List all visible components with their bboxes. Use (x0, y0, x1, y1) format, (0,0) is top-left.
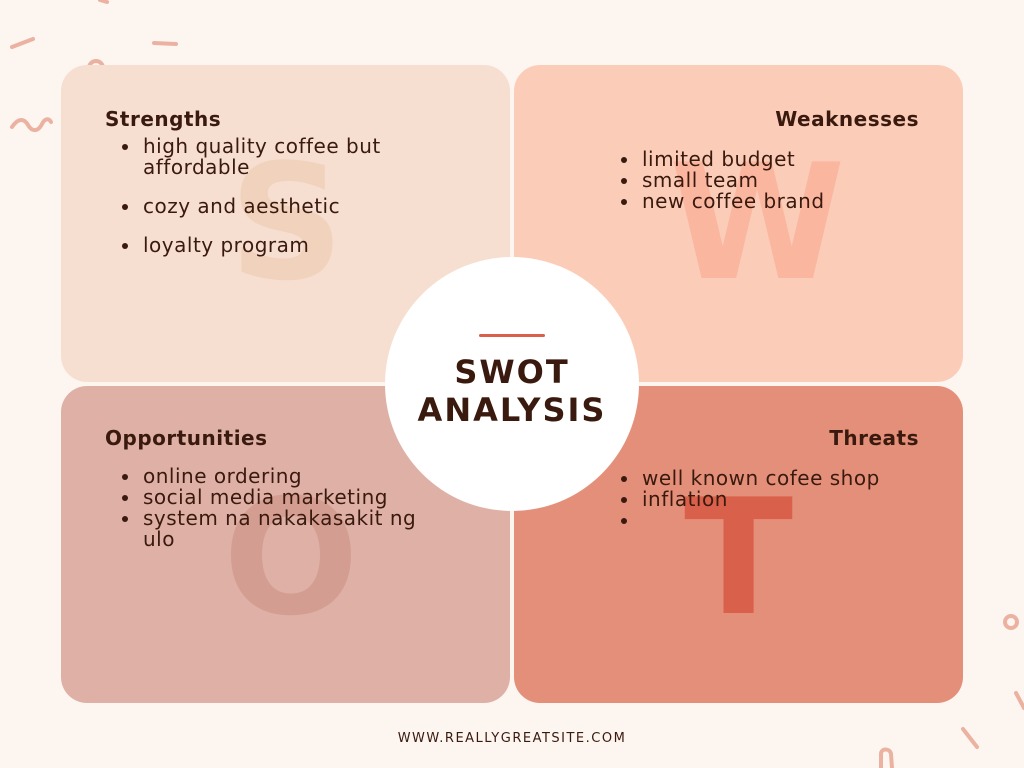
strengths-item: high quality coffee but affordable (141, 136, 441, 178)
deco-dash (10, 37, 35, 49)
accent-bar (479, 334, 545, 337)
weaknesses-item: small team (640, 170, 960, 191)
strengths-item: loyalty program (141, 235, 441, 256)
opportunities-item: online ordering (141, 466, 441, 487)
strengths-item: cozy and aesthetic (141, 196, 441, 217)
opportunities-list: online ordering social media marketing s… (121, 466, 441, 550)
threats-list: well known cofee shop inflation (620, 468, 960, 531)
threats-letter: T (684, 464, 794, 651)
strengths-list: high quality coffee but affordable cozy … (121, 136, 441, 274)
opportunities-heading: Opportunities (105, 426, 268, 450)
strengths-letter: S (229, 129, 345, 316)
opportunities-item: social media marketing (141, 487, 441, 508)
deco-ring (1003, 614, 1019, 630)
deco-dash (152, 41, 178, 46)
page-title-line1: SWOT (454, 353, 570, 391)
threats-item: well known cofee shop (640, 468, 960, 489)
weaknesses-list: limited budget small team new coffee bra… (620, 149, 960, 212)
footer-url: WWW.REALLYGREATSITE.COM (397, 731, 627, 746)
weaknesses-letter: W (669, 129, 846, 316)
deco-wave (10, 117, 53, 133)
weaknesses-heading: Weaknesses (775, 107, 919, 131)
page-title-line2: ANALYSIS (417, 391, 607, 429)
strengths-heading: Strengths (105, 107, 222, 131)
threats-item: inflation (640, 489, 960, 510)
page-title: SWOT ANALYSIS (385, 353, 639, 429)
weaknesses-item: limited budget (640, 149, 960, 170)
opportunities-letter: O (223, 464, 360, 651)
threats-heading: Threats (829, 426, 919, 450)
opportunities-item: system na nakakasakit ng ulo (141, 508, 441, 550)
weaknesses-item: new coffee brand (640, 191, 960, 212)
deco-arc (879, 747, 894, 768)
deco-dash (1014, 691, 1024, 710)
threats-item (640, 510, 960, 531)
deco-dash (98, 0, 109, 4)
center-title-circle: SWOT ANALYSIS (385, 257, 639, 511)
